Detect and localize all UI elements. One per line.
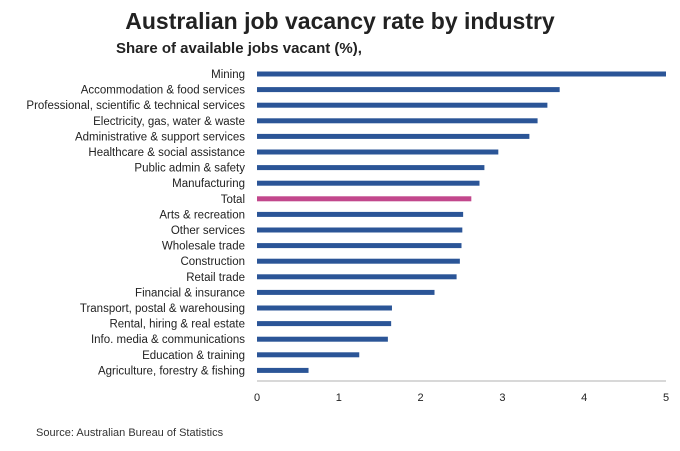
category-label-mining: Mining [211,69,245,81]
category-label-total: Total [221,194,245,206]
x-tick-label-3: 3 [499,392,505,404]
bar-arts-recreation [257,211,464,217]
bar-healthcare-social-assistance [257,149,499,155]
bar-agriculture-forestry-fishing [257,367,309,373]
bar-info-media-communications [257,336,388,342]
bar-total [257,196,472,202]
bar-retail-trade [257,274,457,280]
category-label-manufacturing: Manufacturing [172,178,245,190]
category-label-administrative-support-services: Administrative & support services [75,131,245,143]
bar-construction [257,258,460,264]
chart-subtitle: Share of available jobs vacant (%), [116,40,362,57]
category-label-healthcare-social-assistance: Healthcare & social assistance [88,147,245,159]
category-label-retail-trade: Retail trade [186,272,245,284]
bar-rental-hiring-real-estate [257,321,392,327]
source-note: Source: Australian Bureau of Statistics [36,427,224,439]
category-label-electricity-gas-water-waste: Electricity, gas, water & waste [93,116,245,128]
x-tick-label-5: 5 [663,392,669,404]
x-tick-label-4: 4 [581,392,587,404]
bar-public-admin-safety [257,165,485,171]
bar-mining [257,71,666,77]
x-tick-label-1: 1 [336,392,342,404]
bar-other-services [257,227,463,233]
bars [257,71,666,373]
bar-financial-insurance [257,289,435,295]
category-label-rental-hiring-real-estate: Rental, hiring & real estate [109,319,245,331]
category-label-public-admin-safety: Public admin & safety [134,163,245,175]
x-tick-label-0: 0 [254,392,260,404]
bar-transport-postal-warehousing [257,305,392,311]
category-label-arts-recreation: Arts & recreation [159,209,245,221]
category-label-wholesale-trade: Wholesale trade [162,241,245,253]
bar-accommodation-food-services [257,87,560,93]
bar-administrative-support-services [257,133,530,139]
x-tick-labels: 0 1 2 3 4 5 [254,392,669,404]
category-label-financial-insurance: Financial & insurance [135,287,245,299]
category-label-accommodation-food-services: Accommodation & food services [81,85,246,97]
bar-wholesale-trade [257,243,462,249]
category-label-construction: Construction [180,256,245,268]
category-label-other-services: Other services [171,225,245,237]
category-label-professional-scientific-technical-services: Professional, scientific & technical ser… [26,100,245,112]
bar-electricity-gas-water-waste [257,118,538,124]
category-label-info-media-communications: Info. media & communications [91,334,245,346]
category-label-agriculture-forestry-fishing: Agriculture, forestry & fishing [98,365,245,377]
bar-manufacturing [257,180,480,186]
category-label-education-training: Education & training [142,350,245,362]
category-labels: Mining Accommodation & food services Profe… [26,69,245,377]
bar-education-training [257,352,360,358]
chart-title: Australian job vacancy rate by industry [125,8,555,34]
x-tick-label-2: 2 [418,392,424,404]
category-label-transport-postal-warehousing: Transport, postal & warehousing [80,303,245,315]
bar-professional-scientific-technical-services [257,102,548,108]
